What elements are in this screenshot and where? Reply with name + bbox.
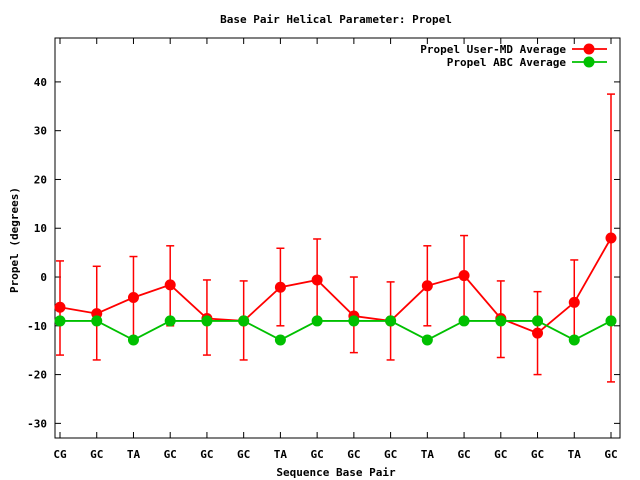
y-tick-label: 40 — [34, 76, 47, 89]
series-2-point — [127, 334, 139, 346]
series-2-point — [458, 315, 470, 327]
legend-label: Propel ABC Average — [447, 56, 567, 69]
y-tick-label: 0 — [40, 271, 47, 284]
series-1-point — [568, 296, 580, 308]
x-axis: CG GC TA GC GC GC TA GC GC GC TA GC GC GC TA GC — [53, 38, 618, 461]
series-1-point — [311, 274, 323, 286]
series-1-point — [532, 327, 544, 339]
series-1-point — [421, 280, 433, 292]
x-tick-label: TA — [421, 448, 435, 461]
error-bars — [56, 93, 615, 383]
series-2-point — [238, 315, 250, 327]
series-1-point — [164, 279, 176, 291]
x-axis-label: Sequence Base Pair — [276, 466, 396, 479]
series-line-2 — [60, 320, 612, 341]
series-2-point — [532, 315, 544, 327]
series-2-point — [385, 315, 397, 327]
series-2-point — [274, 334, 286, 346]
series-1-point — [605, 232, 617, 244]
plot-frame — [54, 37, 621, 439]
x-tick-label: TA — [127, 448, 141, 461]
x-tick-label: TA — [568, 448, 582, 461]
x-tick-label: GC — [531, 448, 544, 461]
x-tick-label: GC — [384, 448, 397, 461]
series-2-point — [201, 315, 213, 327]
x-tick-label: GC — [347, 448, 360, 461]
series-group — [54, 232, 617, 346]
x-tick-label: GC — [604, 448, 617, 461]
x-tick-label: GC — [90, 448, 103, 461]
y-tick-label: -20 — [27, 369, 47, 382]
series-2-point — [91, 315, 103, 327]
series-2-point — [605, 315, 617, 327]
x-tick-label: GC — [200, 448, 213, 461]
series-1-point — [274, 281, 286, 293]
y-axis-label: Propel (degrees) — [8, 187, 21, 293]
chart-title: Base Pair Helical Parameter: Propel — [220, 13, 452, 26]
legend-label: Propel User-MD Average — [420, 43, 566, 56]
series-2-point — [495, 315, 507, 327]
series-2-point — [54, 315, 66, 327]
series-2-point — [311, 315, 323, 327]
series-1-point — [127, 292, 139, 304]
series-2-point — [348, 315, 360, 327]
y-axis: -30 -20 -10 0 10 20 30 40 — [27, 76, 620, 430]
legend-marker — [583, 56, 595, 68]
x-tick-label: GC — [311, 448, 324, 461]
series-2-point — [164, 315, 176, 327]
y-tick-label: -10 — [27, 320, 47, 333]
x-tick-label: CG — [53, 448, 67, 461]
y-tick-label: 30 — [34, 125, 47, 138]
x-tick-label: GC — [164, 448, 177, 461]
x-tick-label: GC — [237, 448, 250, 461]
series-2-point — [568, 334, 580, 346]
x-tick-label: GC — [457, 448, 470, 461]
legend-marker — [583, 43, 595, 55]
x-tick-label: TA — [274, 448, 288, 461]
y-tick-label: 10 — [34, 222, 47, 235]
x-tick-label: GC — [494, 448, 507, 461]
y-tick-label: -30 — [27, 417, 47, 430]
series-1-point — [54, 301, 66, 313]
series-line-1 — [59, 237, 612, 335]
y-tick-label: 20 — [34, 173, 47, 186]
series-1-point — [458, 270, 470, 282]
series-2-point — [421, 334, 433, 346]
